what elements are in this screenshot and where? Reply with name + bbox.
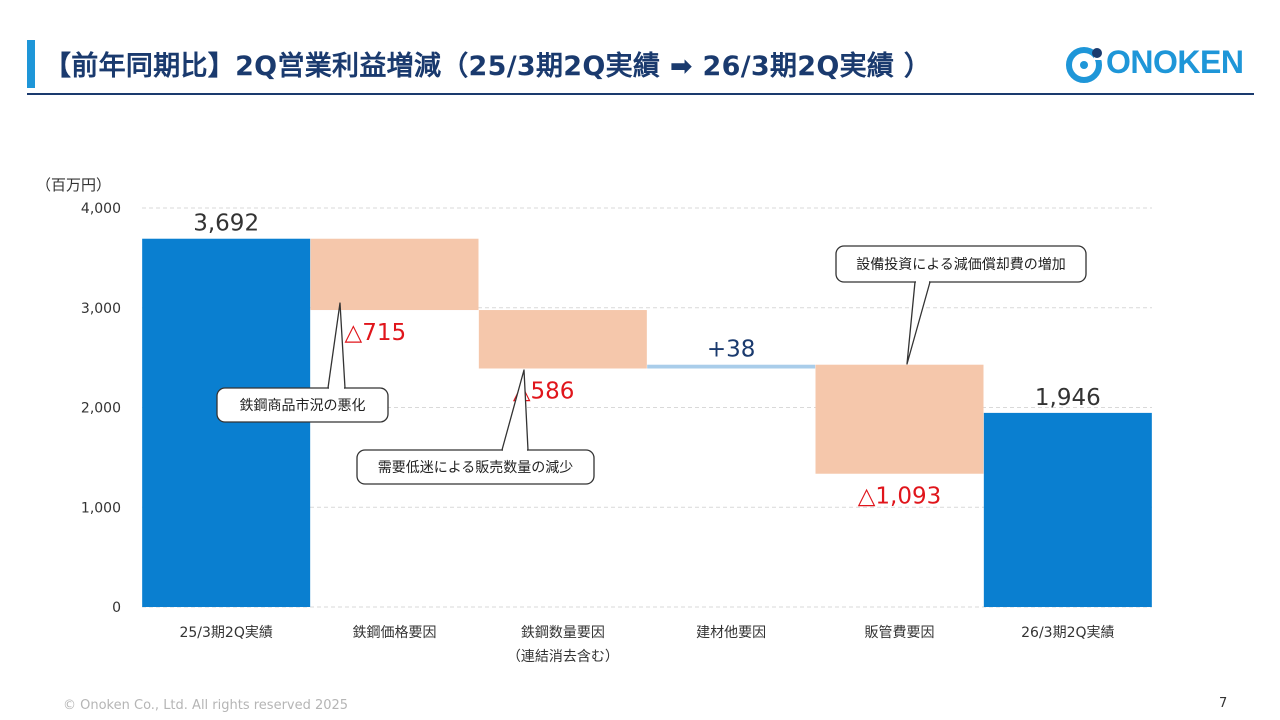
data-label: 1,946: [1035, 385, 1101, 411]
x-tick-label: 鉄鋼価格要因: [353, 625, 437, 641]
callout-box: [216, 387, 389, 423]
title-underline: [27, 93, 1254, 95]
x-tick-label: 26/3期2Q実績: [1021, 625, 1114, 641]
data-label: 3,692: [193, 211, 259, 237]
title-accent-bar: [27, 40, 35, 88]
waterfall-bar: [983, 412, 1152, 607]
callout-text: 鉄鋼商品市況の悪化: [240, 397, 366, 414]
callout-box: [835, 245, 1087, 283]
callout-text: 設備投資による減価償却費の増加: [856, 256, 1066, 273]
y-axis-unit-label: （百万円）: [36, 176, 111, 194]
callout-box: [356, 449, 595, 485]
logo-mark-icon: [1066, 46, 1108, 83]
waterfall-bar: [815, 364, 984, 474]
copyright-footer: © Onoken Co., Ltd. All rights reserved 2…: [63, 698, 349, 713]
data-label: △1,093: [858, 484, 942, 510]
callout-text: 需要低迷による販売数量の減少: [378, 459, 574, 476]
data-label: △715: [345, 320, 407, 346]
y-tick-label: 4,000: [81, 201, 121, 217]
y-tick-label: 3,000: [81, 301, 121, 317]
logo-text: ONOKEN: [1106, 44, 1244, 80]
waterfall-bar: [142, 238, 311, 607]
waterfall-bar: [478, 310, 647, 369]
y-tick-label: 1,000: [81, 500, 121, 516]
waterfall-bar: [647, 364, 816, 369]
x-tick-label: 鉄鋼数量要因: [521, 625, 605, 641]
onoken-logo: ONOKEN: [1064, 42, 1254, 86]
x-tick-sublabel: （連結消去含む）: [507, 649, 619, 665]
y-tick-label: 2,000: [81, 401, 121, 417]
data-label: +38: [707, 337, 756, 363]
callout-pointer: [327, 302, 346, 389]
x-tick-label: 25/3期2Q実績: [179, 625, 272, 641]
y-tick-label: 0: [112, 600, 121, 616]
callout-pointer: [906, 281, 931, 365]
waterfall-bar: [310, 238, 479, 311]
page-number: 7: [1219, 696, 1228, 711]
x-tick-label: 建材他要因: [696, 625, 766, 641]
x-tick-label: 販管費要因: [865, 625, 935, 641]
slide-title: 【前年同期比】2Q営業利益増減（25/3期2Q実績 ➡ 26/3期2Q実績 ）: [44, 51, 932, 82]
